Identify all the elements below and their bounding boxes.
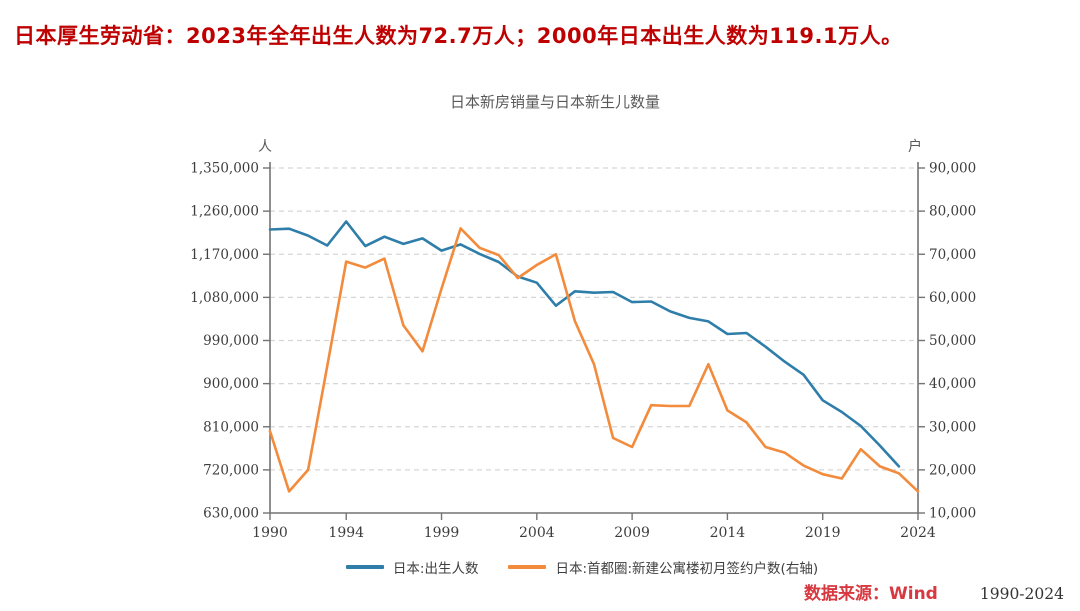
left-tick-label: 1,170,000: [190, 247, 259, 263]
right-tick-label: 40,000: [929, 376, 976, 392]
x-tick-label: 2014: [710, 525, 746, 541]
data-source-label: 数据来源：Wind: [804, 584, 938, 604]
x-tick-label: 1990: [252, 525, 288, 541]
right-tick-label: 30,000: [929, 419, 976, 435]
right-tick-label: 90,000: [929, 161, 976, 177]
left-tick-label: 720,000: [203, 462, 259, 478]
x-tick-label: 2024: [900, 525, 936, 541]
right-tick-label: 60,000: [929, 290, 976, 306]
left-tick-label: 630,000: [203, 506, 259, 522]
birth-series-line: [268, 220, 901, 468]
left-tick-label: 1,080,000: [190, 290, 259, 306]
x-tick-label: 2004: [519, 525, 555, 541]
left-tick-label: 1,260,000: [190, 204, 259, 220]
left-tick-label: 900,000: [203, 376, 259, 392]
x-tick-label: 1994: [328, 525, 364, 541]
headline: 日本厚生劳动省：2023年全年出生人数为72.7万人；2000年日本出生人数为1…: [14, 24, 903, 48]
x-tick-label: 2019: [805, 525, 841, 541]
right-tick-label: 20,000: [929, 462, 976, 478]
chart-title: 日本新房销量与日本新生儿数量: [449, 93, 660, 111]
x-tick-label: 1999: [424, 525, 460, 541]
legend-label: 日本:出生人数: [392, 561, 479, 577]
legend-line-swatch: [508, 565, 547, 569]
left-tick-label: 810,000: [203, 419, 259, 435]
right-tick-label: 10,000: [929, 506, 976, 522]
legend: 日本:出生人数 日本:首都圈:新建公寓楼初月签约户数(右轴): [0, 557, 1080, 577]
footer: 数据来源：Wind 1990-2024: [804, 579, 1064, 604]
legend-item: 日本:首都圈:新建公寓楼初月签约户数(右轴): [508, 557, 818, 577]
legend-label: 日本:首都圈:新建公寓楼初月签约户数(右轴): [555, 561, 819, 577]
x-tick-label: 2009: [614, 525, 650, 541]
right-tick-label: 70,000: [929, 247, 976, 263]
left-tick-label: 990,000: [203, 333, 259, 349]
date-range-label: 1990-2024: [979, 585, 1064, 603]
legend-line-swatch: [345, 565, 384, 569]
left-axis-unit-label: 人: [258, 139, 272, 155]
contract-series-line: [268, 227, 920, 493]
left-tick-label: 1,350,000: [190, 161, 259, 177]
right-tick-label: 50,000: [929, 333, 976, 349]
right-tick-label: 80,000: [929, 204, 976, 220]
legend-item: 日本:出生人数: [345, 557, 479, 577]
right-axis-unit-label: 户: [908, 139, 922, 155]
